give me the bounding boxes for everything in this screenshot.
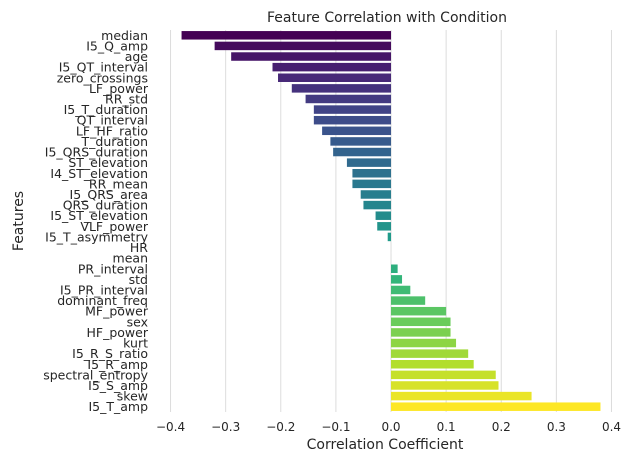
- y-tick-label: sex: [127, 314, 148, 329]
- bar-median: [181, 31, 392, 40]
- bar-i5-qrs-area: [360, 190, 392, 199]
- y-tick-label: HF_power: [87, 325, 149, 340]
- y-axis-label: Features: [11, 191, 27, 251]
- bar-i5-pr-interval: [391, 285, 411, 295]
- bar-i5-t-duration: [313, 105, 392, 114]
- bar-i5-qrs-duration: [333, 147, 392, 157]
- bar-spectral-entropy: [391, 370, 496, 380]
- gridlines: [170, 30, 612, 412]
- bar-lf-power: [291, 84, 392, 93]
- y-tick-label: T_duration: [81, 134, 149, 149]
- x-tick-label: 0.1: [437, 420, 456, 434]
- bar-st-elevation: [346, 158, 392, 167]
- y-tick-label: I5_S_amp: [88, 378, 148, 393]
- x-tick-label: 0.2: [492, 420, 511, 434]
- y-tick-labels: medianI5_Q_ampageI5_QT_intervalzero_cros…: [43, 28, 149, 414]
- bar-i5-r-amp: [391, 360, 474, 369]
- y-tick-label: I5_T_asymmetry: [45, 229, 148, 244]
- y-tick-label: ST_elevation: [68, 155, 148, 170]
- y-tick-label: I5_ST_elevation: [50, 208, 148, 223]
- y-tick-label: I5_Q_amp: [86, 38, 148, 53]
- y-tick-label: dominant_freq: [57, 293, 148, 308]
- x-tick-labels: −0.4 −0.3 −0.2 −0.1 0.0 0.1 0.2 0.3 0.4: [156, 420, 621, 434]
- bar-rr-mean: [352, 179, 392, 189]
- y-tick-label: I5_R_amp: [87, 357, 148, 372]
- bar-i4-st-elevation: [352, 169, 392, 178]
- y-tick-label: median: [101, 28, 148, 43]
- bar-i5-t-asymmetry: [387, 232, 392, 242]
- bar-i5-t-amp: [391, 402, 601, 411]
- x-tick-label: 0.4: [602, 420, 621, 434]
- y-tick-label: std: [129, 272, 148, 287]
- bar-std: [391, 275, 403, 284]
- y-tick-label: I5_QRS_duration: [45, 145, 148, 160]
- x-tick-label: 0.0: [381, 420, 400, 434]
- y-tick-label: I5_T_amp: [88, 399, 148, 414]
- x-tick-label: −0.2: [266, 420, 295, 434]
- bar-mf-power: [391, 306, 447, 316]
- bar-i5-q-amp: [214, 41, 392, 51]
- bar-t-duration: [330, 137, 392, 146]
- bar-i5-r-s-ratio: [391, 349, 469, 358]
- bar-pr-interval: [391, 264, 398, 273]
- y-tick-label: kurt: [123, 336, 148, 351]
- bar-zero-crossings: [278, 73, 392, 82]
- y-tick-label: LF_HF_ratio: [76, 123, 148, 138]
- bar-i5-s-amp: [391, 381, 499, 390]
- y-tick-label: I5_PR_interval: [60, 282, 148, 297]
- y-tick-label: zero_crossings: [57, 70, 148, 85]
- x-tick-label: −0.4: [156, 420, 185, 434]
- y-tick-label: I4_ST_elevation: [50, 166, 148, 181]
- bar-skew: [391, 391, 532, 401]
- y-tick-label: age: [125, 49, 149, 64]
- bars: [181, 31, 601, 411]
- x-tick-label: −0.3: [211, 420, 240, 434]
- y-tick-label: RR_mean: [89, 176, 148, 191]
- bar-i5-st-elevation: [375, 211, 392, 220]
- x-axis-label: Correlation Coefficient: [307, 437, 464, 453]
- bar-age: [231, 52, 392, 61]
- bar-qrs-duration: [363, 200, 392, 210]
- y-tick-label: QT_interval: [77, 113, 148, 128]
- y-tick-label: LF_power: [89, 81, 149, 96]
- bar-vlf-power: [377, 222, 392, 231]
- bar-i5-qt-interval: [272, 62, 392, 72]
- bar-hf-power: [391, 328, 451, 337]
- y-tick-label: VLF_power: [80, 219, 148, 234]
- y-tick-label: RR_std: [105, 91, 148, 106]
- y-tick-label: spectral_entropy: [43, 367, 148, 382]
- y-tick-label: PR_interval: [78, 261, 148, 276]
- bar-lf-hf-ratio: [322, 126, 392, 136]
- bar-qt-interval: [313, 115, 392, 125]
- x-tick-label: −0.1: [321, 420, 350, 434]
- y-tick-label: I5_QRS_area: [70, 187, 148, 202]
- y-tick-label: QRS_duration: [63, 198, 148, 213]
- y-tick-label: I5_T_duration: [64, 102, 148, 117]
- bar-sex: [391, 317, 451, 327]
- bar-rr-std: [305, 94, 392, 104]
- y-tick-label: skew: [117, 389, 148, 404]
- y-tick-label: MF_power: [85, 304, 149, 319]
- chart-title: Feature Correlation with Condition: [267, 10, 507, 26]
- y-tick-label: mean: [113, 251, 148, 266]
- bar-kurt: [391, 338, 457, 348]
- y-tick-label: HR: [130, 240, 148, 255]
- x-tick-label: 0.3: [547, 420, 566, 434]
- y-tick-label: I5_QT_interval: [59, 60, 148, 75]
- y-tick-label: I5_R_S_ratio: [72, 346, 148, 361]
- bar-dominant-freq: [391, 296, 426, 305]
